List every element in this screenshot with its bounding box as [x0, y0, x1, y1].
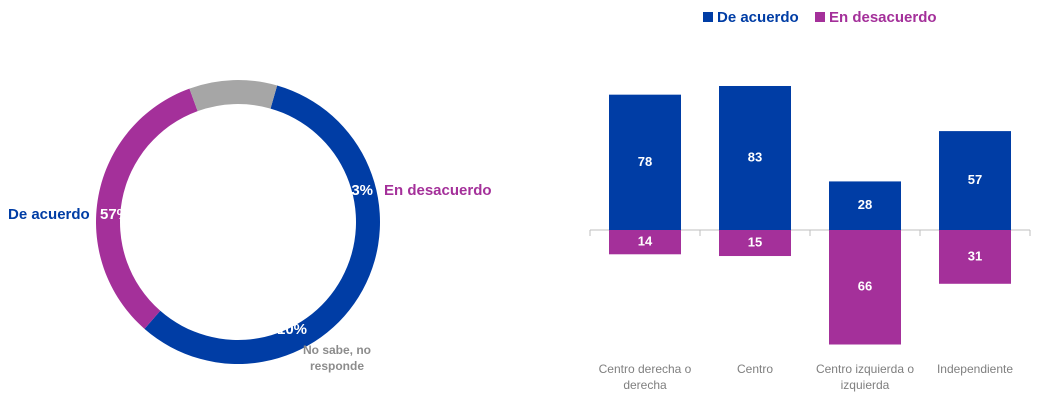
- donut-slice: [95, 88, 198, 329]
- donut-slice: [144, 85, 380, 364]
- bar-value-label: 14: [638, 234, 653, 249]
- bar-value-label: 78: [638, 154, 652, 169]
- x-tick-label: Centro derecha o derecha: [598, 362, 692, 392]
- slice-name: De acuerdo: [8, 206, 90, 223]
- slice-value-label: 33%: [343, 182, 373, 199]
- slice-name: En desacuerdo: [384, 182, 492, 199]
- bar: [719, 85, 791, 231]
- bar-value-label: 15: [748, 234, 762, 249]
- bar: [939, 230, 1011, 284]
- bar: [609, 94, 681, 230]
- legend-swatch: [703, 12, 713, 22]
- legend-swatch: [815, 12, 825, 22]
- slice-value-label: 10%: [277, 321, 307, 338]
- legend-label: De acuerdo: [717, 9, 799, 26]
- slice-value-label: 57%: [100, 206, 130, 223]
- bar-value-label: 28: [858, 197, 872, 212]
- bar: [719, 230, 791, 257]
- bar: [829, 230, 901, 345]
- bar-value-label: 83: [748, 149, 762, 164]
- x-tick-label: Independiente: [936, 362, 1014, 376]
- bar-value-label: 57: [968, 172, 982, 187]
- x-tick-label: Centro izquierda o izquierda: [815, 362, 915, 392]
- bar: [829, 181, 901, 230]
- bar-value-label: 66: [858, 279, 872, 294]
- slice-name: No sabe, no responde: [302, 343, 371, 373]
- bar-value-label: 31: [968, 248, 982, 263]
- legend-label: En desacuerdo: [829, 9, 937, 26]
- donut-slice: [189, 80, 278, 112]
- x-tick-label: Centro: [736, 362, 774, 376]
- bar: [609, 230, 681, 255]
- bar: [939, 131, 1011, 230]
